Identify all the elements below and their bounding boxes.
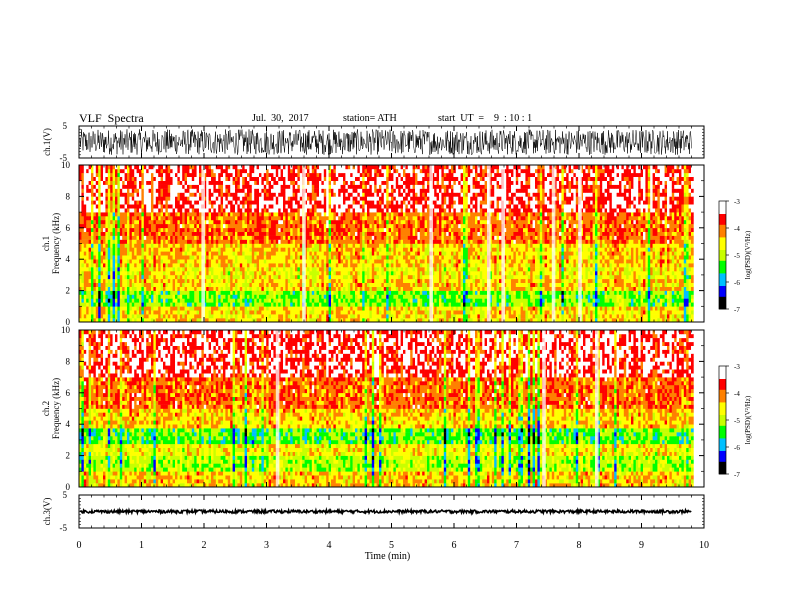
x-tick-label: 1 bbox=[139, 540, 144, 551]
ch1-spectrogram-colorbar-tick-label: -7 bbox=[734, 306, 740, 314]
ch1-spectrogram-colorbar-label: log(PSD)(V²/Hz) bbox=[744, 230, 752, 279]
date-label: Jul. 30, 2017 bbox=[252, 113, 309, 124]
ch1-spectrogram-colorbar-tick-label: -4 bbox=[734, 225, 740, 233]
x-tick-label: 7 bbox=[514, 540, 519, 551]
x-tick-label: 4 bbox=[327, 540, 332, 551]
ch1-spectrogram-ytick-label: 2 bbox=[66, 286, 71, 296]
ch2-spectrogram-colorbar-tick-label: -7 bbox=[734, 471, 740, 479]
ch1-waveform-ylabel: ch.1(V) bbox=[42, 128, 52, 156]
x-tick-label: 3 bbox=[264, 540, 269, 551]
ch3-waveform-trace bbox=[79, 506, 692, 517]
ch2-spectrogram-colorbar-label: log(PSD)(V²/Hz) bbox=[744, 395, 752, 444]
ch1-spectrogram-ytick-label: 8 bbox=[66, 191, 71, 201]
station-label: station= ATH bbox=[343, 113, 397, 124]
ch3-waveform-ytick-label: 5 bbox=[63, 490, 68, 500]
ch1-spectrogram-colorbar-tick-label: -3 bbox=[734, 198, 740, 206]
ch1-spectrogram-colorbar-tick-label: -6 bbox=[734, 279, 740, 287]
ch1-spectrogram-colorbar bbox=[719, 201, 726, 310]
x-tick-label: 6 bbox=[452, 540, 457, 551]
ch2-spectrogram-channel-label: ch.2 bbox=[41, 401, 51, 416]
ch2-spectrogram-ytick-label: 10 bbox=[61, 325, 71, 335]
x-tick-label: 8 bbox=[577, 540, 582, 551]
x-tick-label: 2 bbox=[202, 540, 207, 551]
x-tick-label: 0 bbox=[77, 540, 82, 551]
ch2-spectrogram-colorbar-tick-label: -3 bbox=[734, 363, 740, 371]
ch2-spectrogram-ytick-label: 2 bbox=[66, 451, 71, 461]
ch1-waveform-ytick-label: -5 bbox=[60, 153, 68, 163]
ch2-spectrogram-colorbar bbox=[719, 366, 726, 475]
x-tick-label: 5 bbox=[389, 540, 394, 551]
ch1-spectrogram-colorbar-tick-label: -5 bbox=[734, 252, 740, 260]
ch1-spectrogram-cells bbox=[79, 165, 694, 323]
x-tick-label: 10 bbox=[699, 540, 709, 551]
ch1-spectrogram-channel-label: ch.1 bbox=[41, 236, 51, 251]
ch2-spectrogram-colorbar-tick-label: -4 bbox=[734, 390, 740, 398]
start-time-label: start UT = 9 : 10 : 1 bbox=[438, 113, 532, 124]
ch2-spectrogram-ytick-label: 4 bbox=[66, 419, 71, 429]
ch1-waveform-ytick-label: 5 bbox=[63, 121, 68, 131]
ch1-spectrogram-ylabel: Frequency (kHz) bbox=[51, 213, 61, 274]
ch2-spectrogram-colorbar-tick-label: -5 bbox=[734, 417, 740, 425]
ch3-waveform-ylabel: ch.3(V) bbox=[42, 498, 52, 526]
ch1-spectrogram-ytick-label: 0 bbox=[66, 317, 71, 327]
ch1-spectrogram-ytick-label: 10 bbox=[61, 160, 71, 170]
ch2-spectrogram-cells bbox=[79, 330, 694, 488]
x-tick-label: 9 bbox=[639, 540, 644, 551]
ch1-spectrogram-ytick-label: 6 bbox=[66, 223, 71, 233]
ch2-spectrogram-ytick-label: 0 bbox=[66, 482, 71, 492]
ch3-waveform-ytick-label: -5 bbox=[60, 523, 68, 533]
ch2-spectrogram-ytick-label: 6 bbox=[66, 388, 71, 398]
ch1-spectrogram-ytick-label: 4 bbox=[66, 254, 71, 264]
ch2-spectrogram-ylabel: Frequency (kHz) bbox=[51, 378, 61, 439]
ch2-spectrogram-colorbar-tick-label: -6 bbox=[734, 444, 740, 452]
ch1-waveform-trace bbox=[79, 128, 692, 156]
chart-title: VLF Spectra bbox=[79, 111, 144, 126]
ch2-spectrogram-ytick-label: 8 bbox=[66, 356, 71, 366]
x-axis-label: Time (min) bbox=[365, 551, 410, 562]
